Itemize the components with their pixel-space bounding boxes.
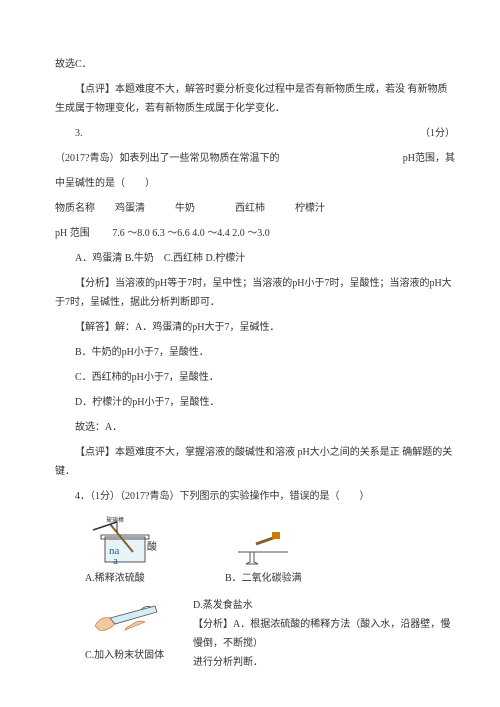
caption-c: C.加入粉末状固体 — [85, 646, 175, 665]
tbl-row: pH 范围 7.6 ～8.0 6.3 ～6.6 4.0 ～4.4 2.0 ～3.… — [55, 224, 455, 243]
tube-icon — [85, 596, 175, 644]
beaker-icon: 玻璃棒 na a 酸 — [85, 512, 175, 567]
analysis-4a: 【分析】A．根据浓硫酸的稀释方法（酸入水，沿器壁，慢慢倒，不断搅） — [193, 615, 455, 653]
q3-left: 3. — [55, 124, 83, 143]
solve-a: 【解答】解：A．鸡蛋清的pH大于7，呈碱性． — [55, 318, 455, 337]
q3-stem: （2017?青岛）如表列出了一些常见物质在常温下的 pH范围，其 — [55, 149, 455, 168]
comment: 【点评】本题难度不大，解答时要分析变化过程中是否有新物质生成，若没 有新物质生成… — [55, 80, 455, 118]
q3-num: 3. （1分） — [55, 124, 455, 143]
figure-row-1: 玻璃棒 na a 酸 A.稀释浓硫酸 B．二氧化碳验满 — [85, 512, 455, 588]
svg-text:玻璃棒: 玻璃棒 — [106, 516, 124, 524]
q3-right: （1分） — [400, 124, 455, 143]
figure-a: 玻璃棒 na a 酸 A.稀释浓硫酸 — [85, 512, 175, 588]
caption-d: D.蒸发食盐水 — [193, 596, 455, 615]
analysis: 【分析】当溶液的pH等于7时，呈中性；当溶液的pH小于7时，呈酸性；当溶液的pH… — [55, 274, 455, 312]
page: 故选C． 【点评】本题难度不大，解答时要分析变化过程中是否有新物质生成，若没 有… — [0, 0, 500, 692]
caption-a: A.稀释浓硫酸 — [85, 569, 175, 588]
solve-b: B．牛奶的pH小于7，呈酸性． — [55, 343, 455, 362]
solve-c: C．西红柿的pH小于7，呈酸性． — [55, 368, 455, 387]
select: 故选：A． — [55, 418, 455, 437]
q3-tail: 中呈碱性的是（ ） — [55, 174, 455, 193]
caption-b: B．二氧化碳验满 — [225, 569, 302, 588]
q4-stem: 4．（1分）（2017?青岛）下列图示的实验操作中，错误的是（ ） — [55, 487, 455, 506]
q3a-left: （2017?青岛）如表列出了一些常见物质在常温下的 — [55, 149, 279, 168]
bottle-icon — [228, 512, 298, 567]
svg-text:a: a — [113, 555, 118, 567]
options: A．鸡蛋清 B.牛奶 C.西红柿 D.柠檬汁 — [75, 249, 455, 268]
comment-2: 【点评】本题难度不大，掌握溶液的酸碱性和溶液 pH大小之间的关系是正 确解题的关… — [55, 443, 455, 481]
text-line: 故选C． — [55, 55, 455, 74]
figure-c: C.加入粉末状固体 — [85, 596, 175, 665]
analysis-4b: 进行分析判断． — [193, 653, 455, 672]
solve-d: D．柠檬汁的pH小于7，呈酸性． — [55, 393, 455, 412]
svg-text:酸: 酸 — [147, 540, 157, 553]
right-col: D.蒸发食盐水 【分析】A．根据浓硫酸的稀释方法（酸入水，沿器壁，慢慢倒，不断搅… — [193, 596, 455, 672]
figure-b: B．二氧化碳验满 — [225, 512, 302, 588]
figure-row-2: C.加入粉末状固体 D.蒸发食盐水 【分析】A．根据浓硫酸的稀释方法（酸入水，沿… — [85, 596, 455, 672]
tbl-header: 物质名称 鸡蛋清 牛奶 西红柿 柠檬汁 — [55, 199, 455, 218]
q3a-right: pH范围，其 — [403, 149, 455, 168]
